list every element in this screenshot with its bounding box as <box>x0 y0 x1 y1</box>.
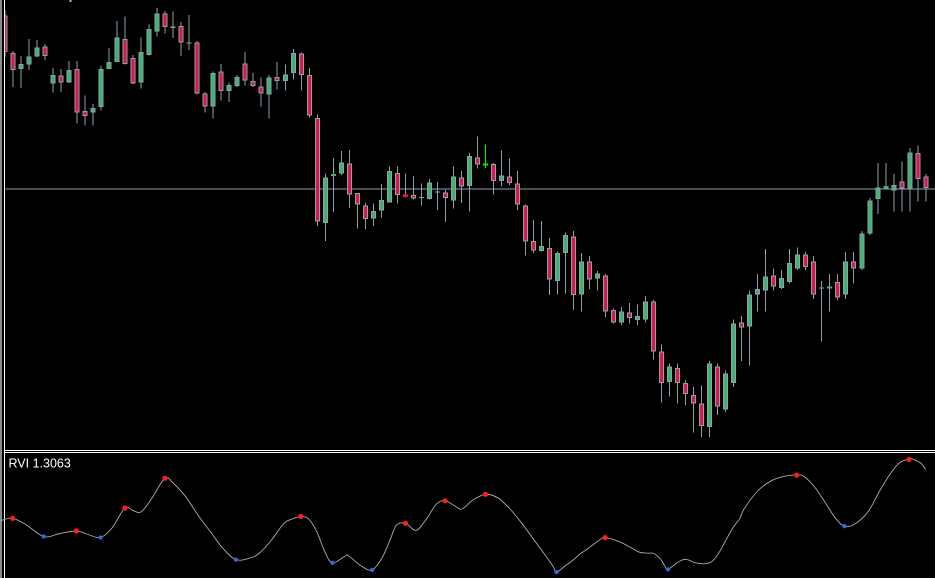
svg-text:RVI 1.3063: RVI 1.3063 <box>9 457 71 471</box>
